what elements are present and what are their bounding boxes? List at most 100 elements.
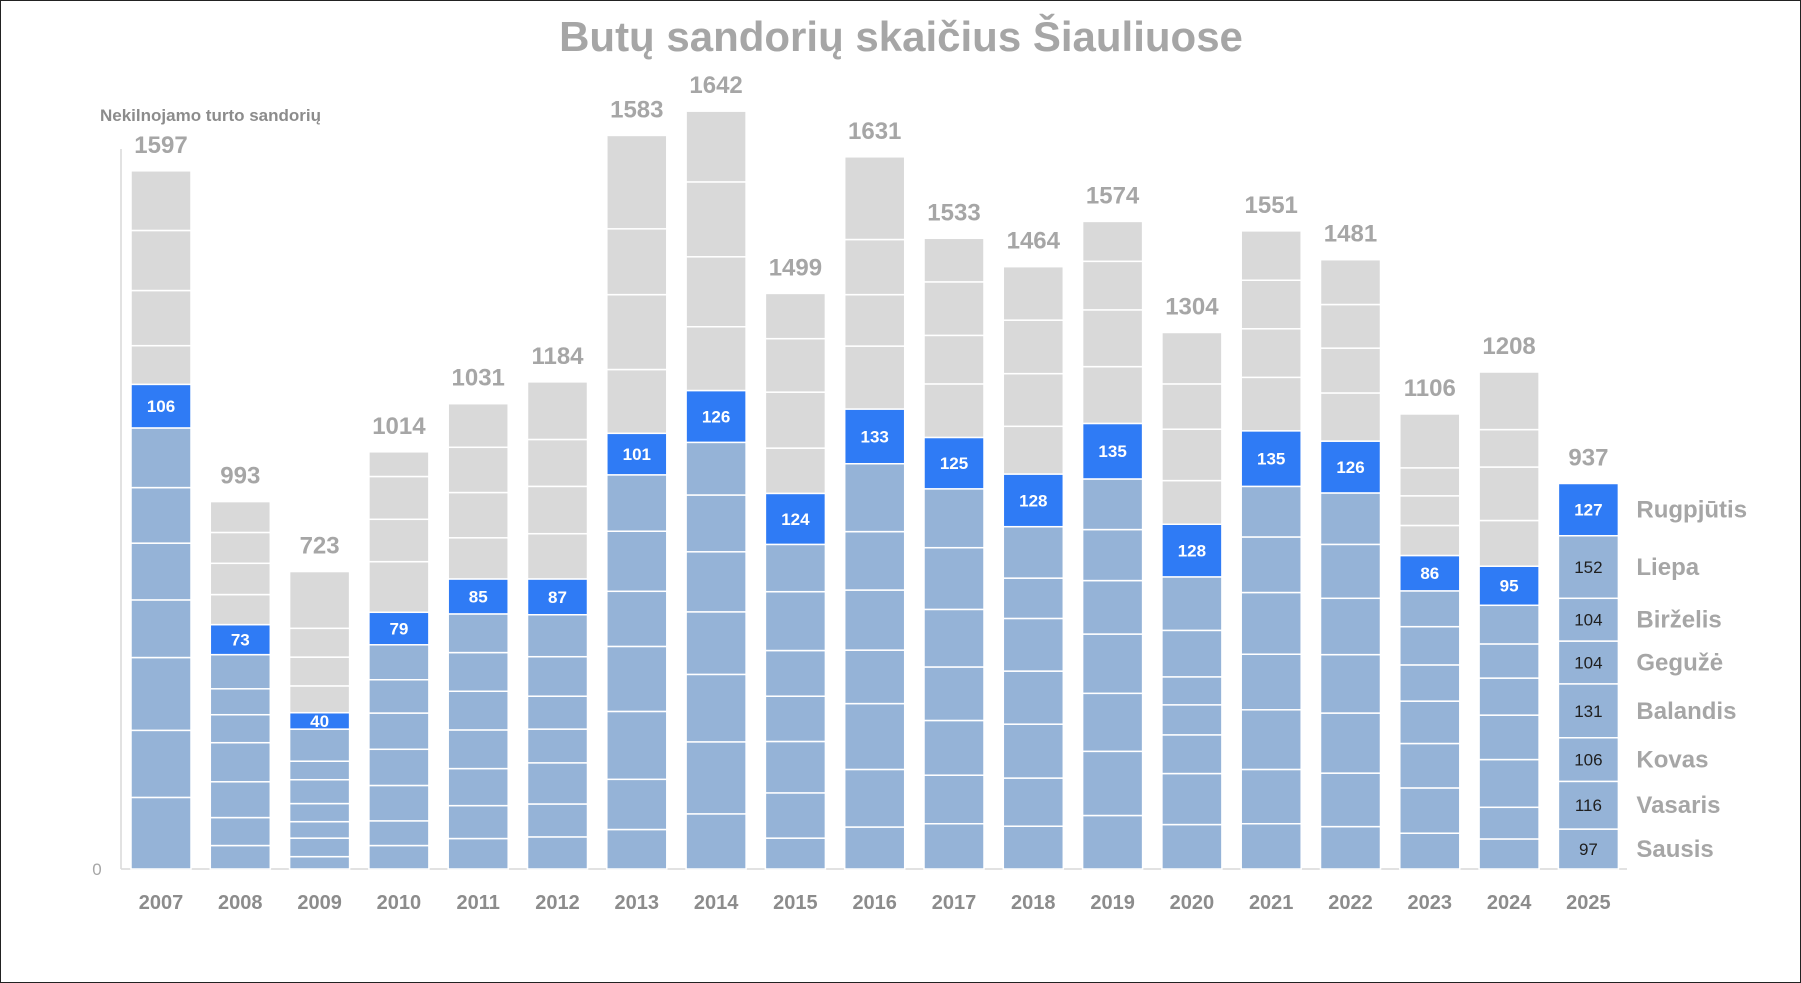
bar-segment-2021-spalis <box>1240 328 1302 379</box>
bar-segment-2018-spalis <box>1002 372 1065 428</box>
bar-segment-2022-gruodis <box>1319 258 1382 306</box>
bar-segment-2017-rugpjūtis <box>923 436 985 490</box>
bar-segment-2013-birželis <box>606 530 668 593</box>
bar-segment-2020-vasaris <box>1161 772 1223 826</box>
x-tick-label-2016: 2016 <box>852 892 897 914</box>
bar-segment-2023-birželis <box>1399 625 1461 666</box>
bar-segment-2023-rugsėjis <box>1399 524 1461 557</box>
legend-label-balandis: Balandis <box>1636 698 1736 725</box>
bar-segment-2015-vasaris <box>764 792 827 839</box>
bar-segment-2008-birželis <box>209 688 272 716</box>
bar-segment-2010-vasaris <box>368 820 430 847</box>
bar-segment-2022-kovas <box>1319 712 1382 774</box>
bar-segment-2015-lapkritis <box>764 337 827 393</box>
x-tick-label-2022: 2022 <box>1328 892 1373 914</box>
segment-label-2019-rugpjūtis: 135 <box>1098 442 1126 461</box>
bar-segment-2012-balandis <box>526 728 589 764</box>
total-label-2008: 993 <box>220 463 260 490</box>
segment-label-2022-rugpjūtis: 126 <box>1336 458 1364 477</box>
bar-segment-2008-kovas <box>209 781 272 819</box>
bar-segment-2013-sausis <box>606 828 668 870</box>
bar-segment-2020-kovas <box>1161 734 1223 775</box>
x-tick-label-2023: 2023 <box>1408 892 1453 914</box>
bar-segment-2011-birželis <box>447 651 509 693</box>
segment-label-2016-rugpjūtis: 133 <box>861 427 889 446</box>
legend-label-liepa: Liepa <box>1636 554 1699 581</box>
bar-segment-2008-rugsėjis <box>209 593 272 626</box>
bar-segment-2008-liepa <box>209 653 272 690</box>
segment-label-2021-rugpjūtis: 135 <box>1257 450 1285 469</box>
bar-segment-2012-vasaris <box>526 803 589 838</box>
bar-segment-2008-balandis <box>209 741 272 783</box>
bar-segment-2015-kovas <box>764 740 827 794</box>
bar-segment-2025-vasaris <box>1557 780 1620 830</box>
bar-segment-2023-vasaris <box>1399 787 1461 834</box>
bar-segment-2016-lapkritis <box>843 238 906 296</box>
bar-segment-2021-sausis <box>1240 822 1302 870</box>
bar-segment-2009-balandis <box>288 802 351 823</box>
x-tick-label-2008: 2008 <box>218 892 263 914</box>
segment-label-2025-rugpjūtis: 127 <box>1574 501 1602 520</box>
bar-segment-2022-lapkritis <box>1319 303 1382 349</box>
bar-segment-2012-rugsėjis <box>526 532 589 580</box>
bar-segment-2017-kovas <box>923 719 985 776</box>
bar-segment-2018-gruodis <box>1002 265 1065 321</box>
bar-segment-2010-gruodis <box>368 451 430 478</box>
total-label-2015: 1499 <box>769 254 822 281</box>
bar-segment-2013-rugsėjis <box>606 368 668 435</box>
legend-label-vasaris: Vasaris <box>1636 792 1720 819</box>
bar-segment-2020-rugpjūtis <box>1161 523 1223 578</box>
y-axis-label: Nekilnojamo turto sandorių <box>100 106 321 125</box>
bar-segment-2024-vasaris <box>1478 806 1540 840</box>
bar-segment-2020-sausis <box>1161 823 1223 870</box>
bars-group <box>130 110 1620 870</box>
bar-segment-2016-rugsėjis <box>843 345 906 410</box>
x-tick-label-2017: 2017 <box>932 892 977 914</box>
x-tick-label-2013: 2013 <box>615 892 660 914</box>
chart-title: Butų sandorių skaičius Šiauliuose <box>559 12 1243 60</box>
bar-segment-2017-lapkritis <box>923 281 985 337</box>
bar-segment-2016-rugpjūtis <box>843 408 906 465</box>
bar-segment-2018-liepa <box>1002 525 1065 579</box>
bar-segment-2011-vasaris <box>447 804 509 840</box>
labels-group: 106 1597 2007 73 993 2008 40 723 2009 79 1014 2010 8… <box>134 72 1610 914</box>
total-label-2024: 1208 <box>1482 333 1535 360</box>
bar-segment-2019-lapkritis <box>1081 260 1144 311</box>
bar-segment-2019-birželis <box>1081 528 1144 582</box>
bar-segment-2019-spalis <box>1081 309 1144 368</box>
bar-segment-2025-sausis <box>1557 828 1620 870</box>
bar-segment-2016-vasaris <box>843 768 906 828</box>
bar-segment-2014-rugsėjis <box>685 325 747 392</box>
bar-segment-2013-balandis <box>606 645 668 713</box>
bar-segment-2012-sausis <box>526 836 589 870</box>
bar-segment-2009-liepa <box>288 728 351 762</box>
bar-segment-2009-gruodis <box>288 570 351 630</box>
bar-segment-2016-spalis <box>843 293 906 347</box>
bar-segment-2021-lapkritis <box>1240 279 1302 330</box>
bar-segment-2016-kovas <box>843 702 906 771</box>
bar-segment-2015-gegužė <box>764 649 827 697</box>
bar-segment-2007-birželis <box>130 486 192 544</box>
bar-segment-2011-gruodis <box>447 402 509 449</box>
bar-segment-2023-rugpjūtis <box>1399 554 1461 592</box>
bar-segment-2014-liepa <box>685 441 747 496</box>
bar-segment-2024-gegužė <box>1478 677 1540 716</box>
bar-segment-2020-gegužė <box>1161 676 1223 706</box>
x-tick-label-2019: 2019 <box>1090 892 1135 914</box>
x-tick-label-2009: 2009 <box>297 892 342 914</box>
total-label-2010: 1014 <box>372 413 426 440</box>
bar-segment-2023-gegužė <box>1399 664 1461 702</box>
x-tick-label-2012: 2012 <box>535 892 580 914</box>
bar-segment-2017-birželis <box>923 546 985 611</box>
bar-segment-2007-gegužė <box>130 542 192 601</box>
bar-segment-2020-liepa <box>1161 576 1223 632</box>
bar-segment-2021-vasaris <box>1240 768 1302 825</box>
x-tick-label-2007: 2007 <box>139 892 184 914</box>
bar-segment-2022-rugsėjis <box>1319 392 1382 442</box>
bar-segment-2021-kovas <box>1240 709 1302 771</box>
segment-label-2014-rugpjūtis: 126 <box>702 407 730 426</box>
bar-segment-2014-gruodis <box>685 110 747 183</box>
segment-label-2009-rugpjūtis: 40 <box>310 712 329 731</box>
bar-segment-2019-rugsėjis <box>1081 365 1144 425</box>
bar-segment-2007-liepa <box>130 427 192 489</box>
